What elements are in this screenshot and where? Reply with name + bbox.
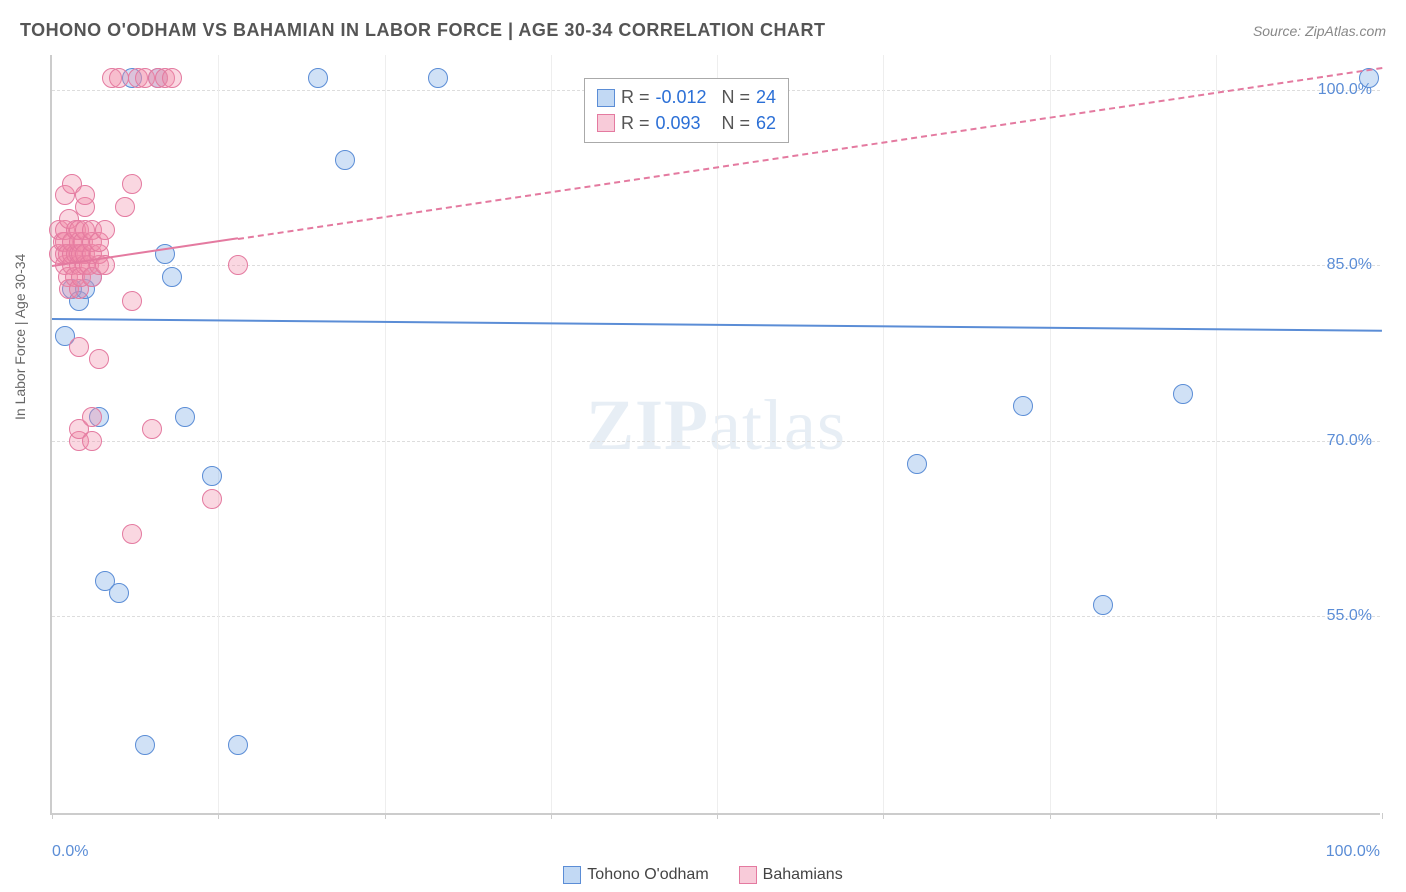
scatter-point [122,524,142,544]
stat-r-label: R = [621,85,650,110]
scatter-point [109,583,129,603]
stat-r-value: -0.012 [656,85,716,110]
scatter-point [122,291,142,311]
scatter-point [1093,595,1113,615]
gridline-v [883,55,884,813]
x-tick-label: 100.0% [1326,843,1380,861]
scatter-point [202,466,222,486]
legend-swatch [563,866,581,884]
x-tick [52,813,53,819]
x-tick [1216,813,1217,819]
scatter-point [69,337,89,357]
scatter-point [308,68,328,88]
scatter-point [1173,384,1193,404]
scatter-point [162,68,182,88]
legend-swatch [597,114,615,132]
x-tick [717,813,718,819]
scatter-point [115,197,135,217]
source-attribution: Source: ZipAtlas.com [1253,23,1386,39]
x-tick [1050,813,1051,819]
x-tick [551,813,552,819]
trend-line [238,67,1382,240]
scatter-point [428,68,448,88]
y-tick-label: 70.0% [1327,432,1372,450]
stat-n-label: N = [722,111,751,136]
chart-title: TOHONO O'ODHAM VS BAHAMIAN IN LABOR FORC… [20,20,826,41]
scatter-point [109,68,129,88]
scatter-point [142,419,162,439]
x-tick [883,813,884,819]
gridline-v [1050,55,1051,813]
stat-n-label: N = [722,85,751,110]
stat-n-value: 62 [756,111,776,136]
legend-swatch [597,89,615,107]
x-tick-label: 0.0% [52,843,88,861]
gridline-h [52,616,1380,617]
stat-r-label: R = [621,111,650,136]
stats-row: R =-0.012N =24 [597,85,776,110]
scatter-point [75,185,95,205]
gridline-v [385,55,386,813]
plot-area: ZIPatlas 55.0%70.0%85.0%100.0%0.0%100.0%… [50,55,1380,815]
legend-item: Bahamians [739,866,843,884]
title-bar: TOHONO O'ODHAM VS BAHAMIAN IN LABOR FORC… [20,20,1386,41]
gridline-h [52,265,1380,266]
scatter-point [228,255,248,275]
gridline-v [551,55,552,813]
watermark: ZIPatlas [586,384,846,467]
scatter-point [95,220,115,240]
stats-row: R =0.093N =62 [597,111,776,136]
scatter-point [1013,396,1033,416]
stat-r-value: 0.093 [656,111,716,136]
scatter-point [162,267,182,287]
legend-swatch [739,866,757,884]
x-tick [1382,813,1383,819]
x-tick [385,813,386,819]
x-tick [218,813,219,819]
gridline-h [52,441,1380,442]
scatter-point [175,407,195,427]
y-axis-label: In Labor Force | Age 30-34 [12,254,28,420]
scatter-point [202,489,222,509]
bottom-legend: Tohono O'odham Bahamians [0,866,1406,884]
gridline-v [1216,55,1217,813]
scatter-point [228,735,248,755]
scatter-point [122,174,142,194]
scatter-point [135,735,155,755]
stat-n-value: 24 [756,85,776,110]
legend-label: Bahamians [763,866,843,883]
watermark-atlas: atlas [709,385,846,465]
scatter-point [907,454,927,474]
y-tick-label: 55.0% [1327,607,1372,625]
legend-label: Tohono O'odham [587,866,708,883]
gridline-v [717,55,718,813]
scatter-point [82,431,102,451]
legend-item: Tohono O'odham [563,866,708,884]
y-tick-label: 85.0% [1327,256,1372,274]
gridline-v [218,55,219,813]
stats-box: R =-0.012N =24R =0.093N =62 [584,78,789,142]
scatter-point [89,349,109,369]
watermark-zip: ZIP [586,385,709,465]
scatter-point [335,150,355,170]
scatter-point [82,407,102,427]
